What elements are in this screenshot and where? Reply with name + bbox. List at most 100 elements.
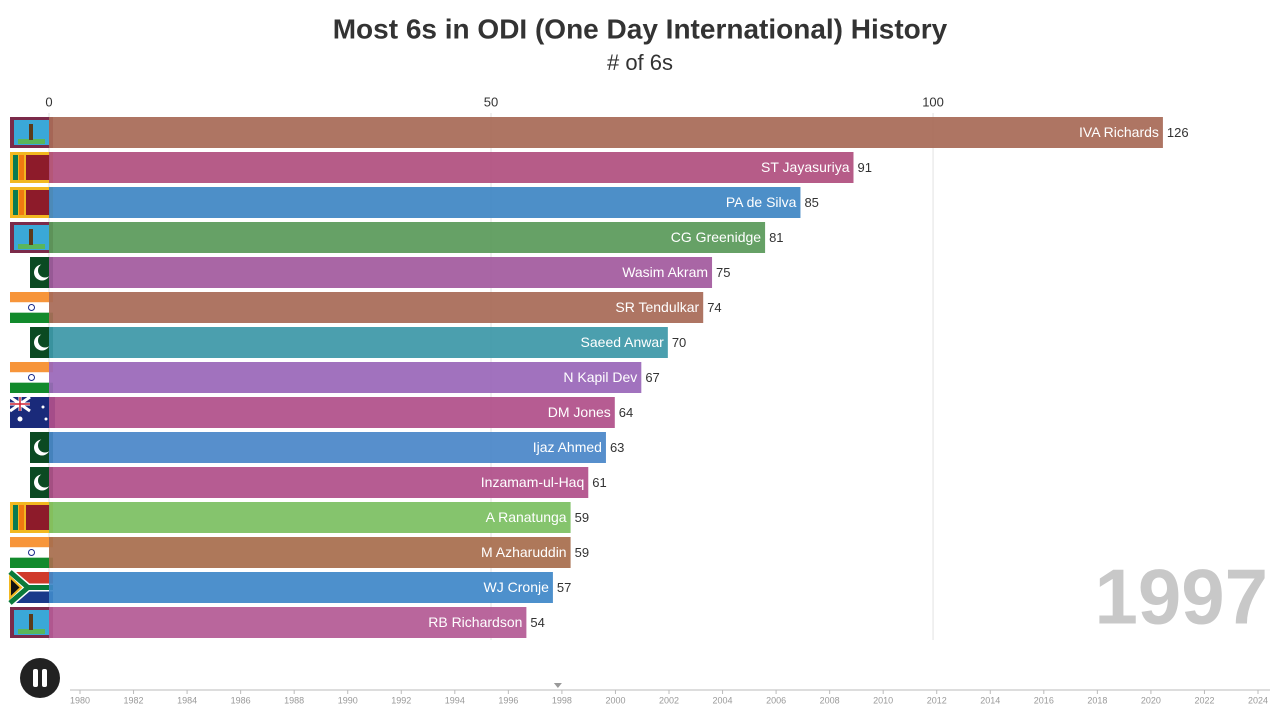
- bar-label: WJ Cronje: [484, 579, 550, 595]
- timeline-tick-label: 1994: [445, 695, 465, 705]
- bar: [49, 397, 615, 428]
- flag: [10, 607, 53, 638]
- flag: [20, 257, 53, 288]
- bar-label: Ijaz Ahmed: [533, 439, 602, 455]
- bar-label: PA de Silva: [726, 194, 797, 210]
- value-label: 74: [707, 300, 721, 315]
- x-tick-label: 0: [45, 94, 52, 109]
- bar: [49, 292, 704, 323]
- flag-part: [13, 155, 18, 180]
- flag-part: [26, 505, 50, 530]
- bar-label: M Azharuddin: [481, 544, 567, 560]
- flag-part: [26, 155, 50, 180]
- x-tick-label: 100: [922, 94, 944, 109]
- timeline-tick-label: 1992: [391, 695, 411, 705]
- bar: [49, 222, 766, 253]
- bar: [49, 152, 854, 183]
- play-pause-button[interactable]: [20, 658, 60, 698]
- flag-part: [9, 574, 23, 601]
- flag: [9, 395, 55, 428]
- bar-label: RB Richardson: [428, 614, 522, 630]
- flag: [10, 502, 53, 533]
- bar: [49, 467, 589, 498]
- flag-part: [38, 263, 52, 278]
- flag-part: [20, 257, 30, 288]
- flag-part: [19, 505, 24, 530]
- flag: [10, 117, 53, 148]
- timeline-tick-label: 2004: [713, 695, 733, 705]
- value-label: 91: [857, 160, 871, 175]
- flag-part: [26, 190, 50, 215]
- bar-label: Wasim Akram: [622, 264, 708, 280]
- flag: [7, 568, 53, 607]
- flag-part: [20, 327, 30, 358]
- pause-bar[interactable]: [42, 669, 47, 687]
- bar: [49, 327, 668, 358]
- bar-label: A Ranatunga: [486, 509, 567, 525]
- timeline-tick-label: 2024: [1248, 695, 1268, 705]
- flag-part: [13, 190, 18, 215]
- flag-part: [38, 333, 52, 348]
- bar-label: SR Tendulkar: [615, 299, 699, 315]
- bar-label: N Kapil Dev: [563, 369, 637, 385]
- timeline-tick-label: 2010: [873, 695, 893, 705]
- bar: [49, 187, 801, 218]
- flag-part: [8, 570, 53, 605]
- timeline-tick-label: 1980: [70, 695, 90, 705]
- flag-part: [10, 292, 53, 303]
- flag-part: [29, 229, 33, 245]
- flag: [10, 152, 53, 183]
- flag-part: [10, 537, 53, 548]
- bar-label: DM Jones: [548, 404, 611, 420]
- timeline-tick-label: 2020: [1141, 695, 1161, 705]
- bar: [49, 502, 571, 533]
- timeline-tick-label: 1984: [177, 695, 197, 705]
- flag-part: [29, 124, 33, 140]
- bar-label: Inzamam-ul-Haq: [481, 474, 584, 490]
- flag-part: [41, 405, 45, 409]
- bar: [49, 537, 571, 568]
- timeline-marker: [553, 683, 562, 688]
- flag: [10, 537, 53, 568]
- flag-part: [44, 417, 48, 421]
- flag-part: [38, 473, 52, 488]
- flag-part: [10, 362, 53, 373]
- value-label: 75: [716, 265, 730, 280]
- pause-bar[interactable]: [33, 669, 38, 687]
- flag-part: [18, 629, 45, 634]
- flag-part: [28, 374, 35, 381]
- bar: [49, 257, 713, 288]
- value-label: 59: [575, 545, 589, 560]
- flag-part: [29, 614, 33, 630]
- value-label: 70: [672, 335, 686, 350]
- flag: [20, 327, 53, 358]
- flag-part: [20, 467, 30, 498]
- bar: [49, 117, 1163, 148]
- value-label: 64: [619, 405, 633, 420]
- flag: [10, 222, 53, 253]
- flag-part: [17, 416, 23, 422]
- value-label: 59: [575, 510, 589, 525]
- timeline-tick-label: 1996: [498, 695, 518, 705]
- flag: [20, 432, 53, 463]
- timeline-tick-label: 2016: [1034, 695, 1054, 705]
- flag-part: [10, 372, 53, 383]
- bar: [49, 362, 642, 393]
- timeline-tick-label: 2000: [605, 695, 625, 705]
- flag-part: [10, 302, 53, 313]
- flag: [10, 187, 53, 218]
- timeline-tick-label: 1998: [552, 695, 572, 705]
- bar-label: ST Jayasuriya: [761, 159, 850, 175]
- button-circle[interactable]: [20, 658, 60, 698]
- flag-part: [10, 382, 53, 393]
- flag-part: [19, 190, 24, 215]
- timeline-tick-label: 2022: [1194, 695, 1214, 705]
- timeline-tick-label: 1986: [231, 695, 251, 705]
- bar-label: Saeed Anwar: [581, 334, 665, 350]
- flag-part: [10, 547, 53, 558]
- flag-part: [18, 244, 45, 249]
- timeline-tick-label: 2012: [927, 695, 947, 705]
- timeline-tick-label: 1988: [284, 695, 304, 705]
- flag-part: [13, 505, 18, 530]
